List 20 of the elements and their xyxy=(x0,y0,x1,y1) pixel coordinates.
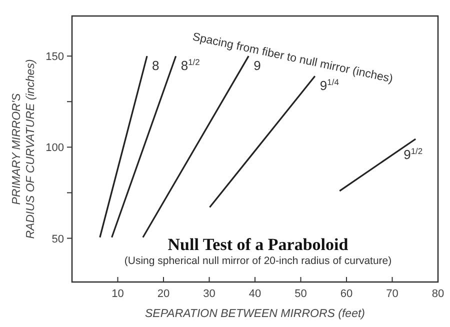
series-label: 9$^{1/2}$ xyxy=(404,146,423,162)
y-tick-label: 100 xyxy=(46,142,64,154)
x-tick-label: 30 xyxy=(203,288,216,300)
series-label: 9 xyxy=(254,58,261,74)
x-tick-label: 40 xyxy=(248,288,262,300)
text: Null Test of a Paraboloid xyxy=(168,235,349,254)
y-tick-label: 50 xyxy=(52,233,64,246)
series-label: 9$^{1/4}$ xyxy=(320,77,340,94)
y-axis-title: PRIMARY MIRROR'S RADIUS OF CURVATURE (inches) xyxy=(11,59,37,239)
x-tick-label: 70 xyxy=(386,288,398,300)
series-label: 8 xyxy=(152,58,160,74)
x-axis-title: SEPARATION BETWEEN MIRRORS (feet) xyxy=(144,308,366,320)
text: (Using spherical null mirror of 20-inch radius of curvature) xyxy=(124,255,392,267)
x-tick-label: 60 xyxy=(340,288,353,300)
y-tick-label: 150 xyxy=(46,51,64,64)
x-tick-label: 80 xyxy=(432,288,444,300)
series-label: 8$^{1/2}$ xyxy=(180,57,200,74)
x-tick-label: 10 xyxy=(112,288,124,300)
x-tick-label: 20 xyxy=(157,288,170,300)
x-tick-label: 50 xyxy=(294,288,307,300)
